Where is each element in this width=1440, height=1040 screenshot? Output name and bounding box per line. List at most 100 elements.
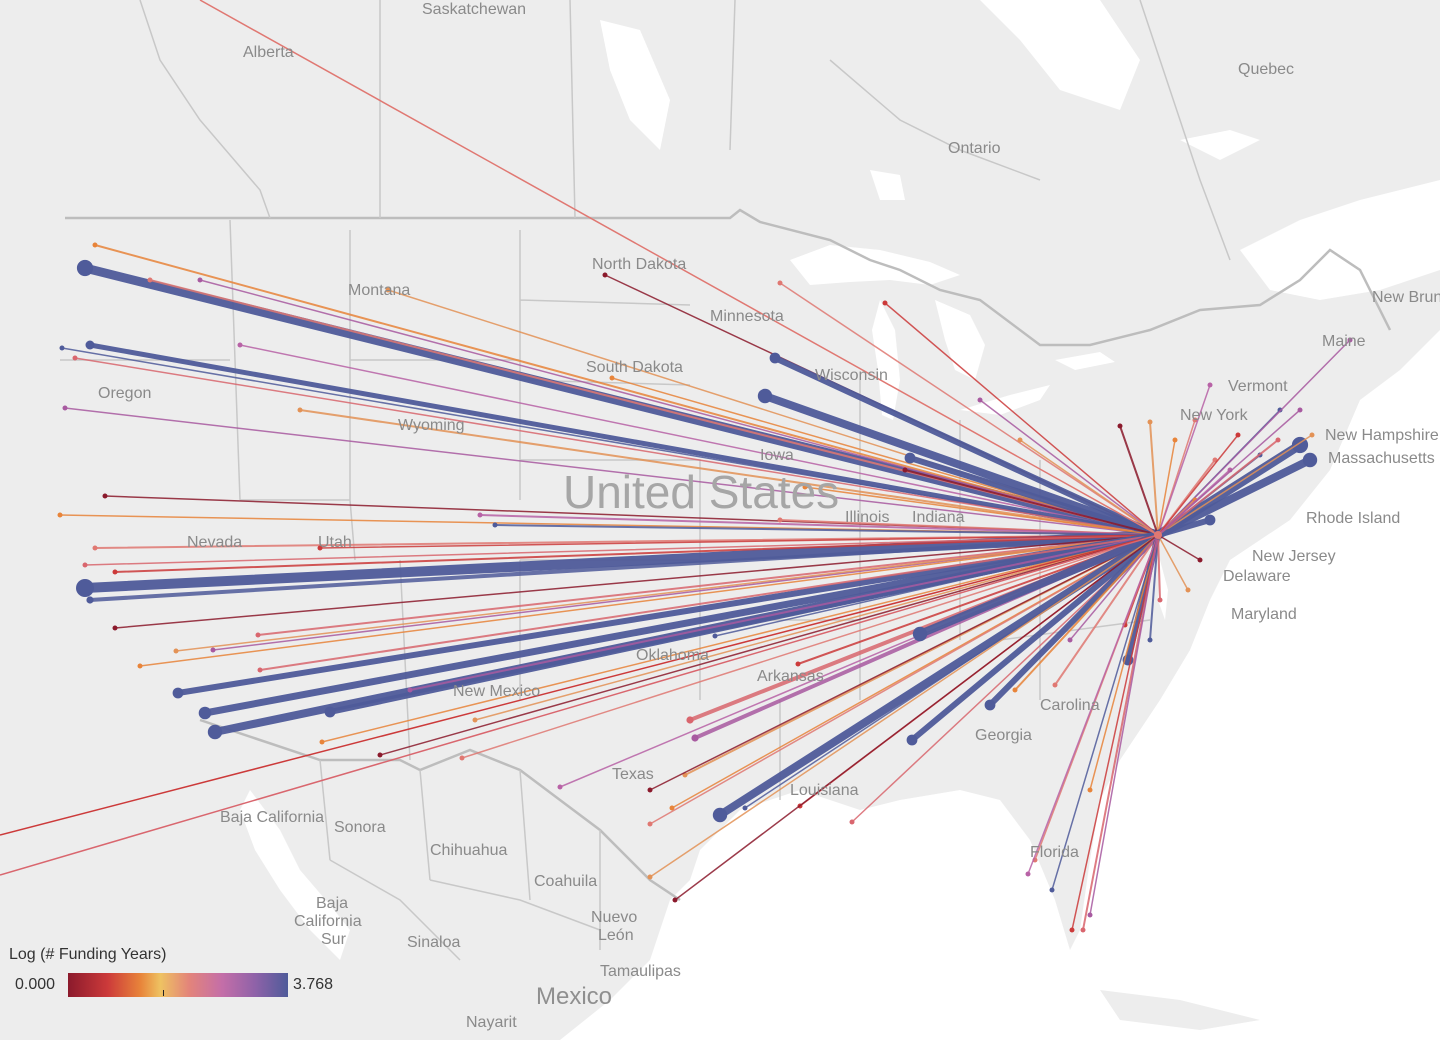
- label-alberta: Alberta: [243, 44, 294, 61]
- flow-line: [1089, 534, 1159, 791]
- flow-line: [64, 407, 1159, 536]
- flow-origin-dot: [255, 632, 261, 638]
- flow-origin-dot: [92, 545, 98, 551]
- label-indiana: Indiana: [912, 509, 965, 526]
- label-mexico: Mexico: [536, 983, 612, 1010]
- flow-line: [461, 534, 1159, 759]
- flow-origin-dot: [147, 277, 153, 283]
- flow-line: [474, 534, 1159, 721]
- flow-origin-dot: [1277, 407, 1283, 413]
- flow-origin-dot: [1347, 337, 1353, 343]
- flow-line: [804, 486, 1159, 536]
- label-vermont: Vermont: [1228, 378, 1288, 395]
- flow-origin-dot: [1157, 597, 1163, 603]
- flow-origin-dot: [902, 467, 908, 473]
- flow-origin-dot: [1204, 514, 1216, 526]
- flow-line: [299, 409, 1159, 536]
- label-maine: Maine: [1322, 333, 1366, 350]
- atlantic-ocean: [560, 330, 1440, 1040]
- flow-origin-dot: [472, 717, 478, 723]
- flow-origin-dot: [1172, 437, 1178, 443]
- label-baja-sur-1: Baja: [316, 895, 348, 912]
- flow-origin-dot: [1069, 927, 1075, 933]
- flow-origin-dot: [672, 897, 678, 903]
- flow-origin-dot: [795, 661, 801, 667]
- flow-origin-dot: [62, 405, 68, 411]
- flow-origin-dot: [1185, 587, 1191, 593]
- label-nuevo-leon-1: Nuevo: [591, 909, 637, 926]
- canada-provinces: [139, 0, 1231, 261]
- flow-line: [674, 534, 1159, 901]
- flow-origin-dot: [712, 807, 728, 823]
- label-coahuila: Coahuila: [534, 873, 597, 890]
- flow-line: [379, 534, 1159, 756]
- flow-line: [714, 534, 1159, 637]
- flow-origin-dot: [802, 484, 808, 490]
- flow-origin-dot: [647, 787, 653, 793]
- flow-origin-dot: [1192, 417, 1198, 423]
- us-canada-border: [65, 208, 1392, 347]
- flow-origin-dot: [92, 242, 98, 248]
- label-new-brunswick: New Brunswick: [1372, 289, 1440, 306]
- flow-origin-dot: [76, 579, 94, 597]
- label-nuevo-leon-2: León: [598, 927, 634, 944]
- flow-line: [175, 534, 1159, 652]
- flow-line: [1157, 439, 1279, 536]
- color-legend: Log (# Funding Years) 0.000 3.768: [8, 946, 353, 1000]
- flow-origin-dot: [1302, 452, 1318, 468]
- label-iowa: Iowa: [760, 447, 794, 464]
- flow-origin-dot: [912, 626, 928, 642]
- legend-min-value: 0.000: [15, 976, 56, 993]
- flow-line: [1155, 517, 1213, 538]
- flow-origin-dot: [1087, 912, 1093, 918]
- flow-origin-dot: [757, 388, 773, 404]
- label-sonora: Sonora: [334, 819, 386, 836]
- flow-origin-dot: [1017, 437, 1023, 443]
- flow-line: [884, 302, 1159, 536]
- flow-origin-dot: [777, 517, 783, 523]
- flow-line: [1157, 434, 1313, 536]
- flow-origin-dot: [1147, 637, 1153, 643]
- flow-line-offmap: [0, 534, 1159, 876]
- flow-origin-dot: [882, 300, 888, 306]
- legend-gradient-bar: [68, 973, 288, 997]
- flow-line: [1157, 439, 1176, 536]
- flow-line: [1154, 456, 1314, 539]
- flow-line: [979, 399, 1159, 536]
- lake-erie: [960, 385, 1050, 415]
- flow-origin-dot: [1067, 637, 1073, 643]
- label-oregon: Oregon: [98, 385, 151, 402]
- flow-line: [907, 455, 1161, 538]
- flow-line: [88, 533, 1160, 602]
- flow-line: [1071, 534, 1159, 931]
- flow-line: [409, 534, 1159, 691]
- flow-origin-dot: [112, 625, 118, 631]
- flow-line: [1149, 421, 1159, 536]
- flow-line: [904, 469, 1159, 536]
- flow-line: [319, 534, 1159, 549]
- flow-origin-dot: [112, 569, 118, 575]
- flow-line: [479, 514, 1159, 536]
- flow-origin-dot: [691, 734, 699, 742]
- flow-line-offmap: [0, 534, 1159, 836]
- flow-origin-dot: [173, 648, 179, 654]
- label-rhode-island: Rhode Island: [1306, 510, 1400, 527]
- label-arkansas: Arkansas: [757, 668, 824, 685]
- flow-origin-dot: [1049, 887, 1055, 893]
- flow-origin-dot: [712, 633, 718, 639]
- flow-origin-dot: [742, 805, 748, 811]
- label-oklahoma: Oklahoma: [636, 647, 709, 664]
- flow-origin-dot: [1080, 927, 1086, 933]
- flow-line: [114, 534, 1159, 629]
- flow-line: [772, 355, 1161, 538]
- flow-line: [1014, 534, 1159, 691]
- lake-superior: [790, 245, 960, 285]
- flow-origin-dot: [984, 699, 996, 711]
- label-maryland: Maryland: [1231, 606, 1297, 623]
- hub-marker: [1154, 531, 1162, 539]
- flow-line: [916, 531, 1162, 638]
- flow-origin-dot: [317, 545, 323, 551]
- label-louisiana: Louisiana: [790, 782, 859, 799]
